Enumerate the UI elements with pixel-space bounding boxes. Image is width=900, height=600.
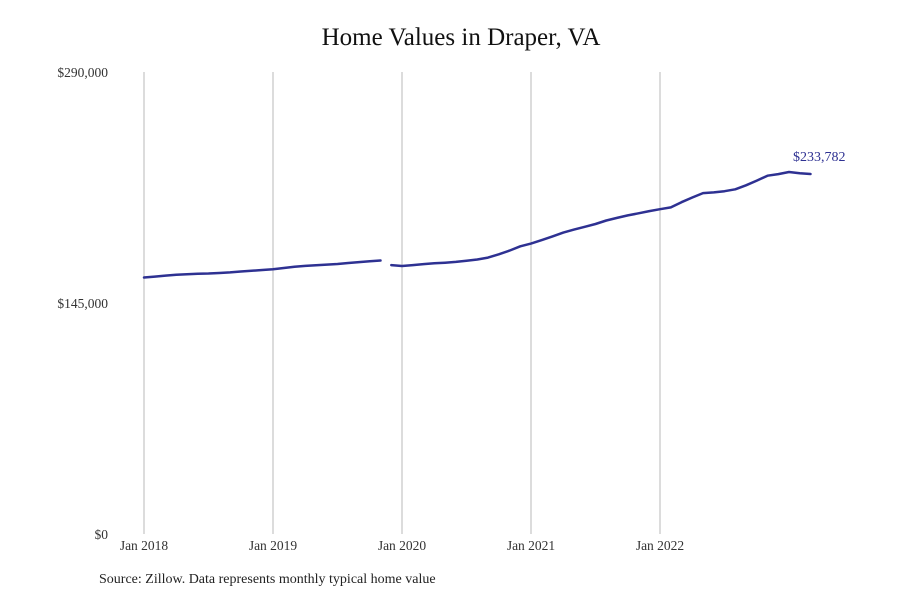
x-tick-label: Jan 2019	[249, 538, 298, 553]
grid-layer	[143, 72, 661, 534]
x-tick-label: Jan 2018	[120, 538, 169, 553]
series-layer	[142, 170, 812, 279]
source-note: Source: Zillow. Data represents monthly …	[99, 572, 436, 587]
x-tick-label: Jan 2021	[507, 538, 555, 553]
chart-title: Home Values in Draper, VA	[321, 24, 601, 51]
y-tick-label: $290,000	[57, 65, 108, 80]
x-axis: Jan 2018 Jan 2019 Jan 2020 Jan 2021 Jan 2022	[120, 538, 684, 553]
y-tick-label: $0	[95, 527, 109, 542]
y-tick-label: $145,000	[57, 296, 108, 311]
series-line-segment-0	[142, 259, 382, 279]
x-tick-label: Jan 2020	[378, 538, 427, 553]
y-axis: $0 $145,000 $290,000	[57, 65, 108, 542]
end-value-label: $233,782	[793, 150, 846, 165]
series-line-segment-1	[390, 170, 812, 268]
x-tick-label: Jan 2022	[636, 538, 684, 553]
end-label-layer: $233,782	[793, 150, 846, 165]
